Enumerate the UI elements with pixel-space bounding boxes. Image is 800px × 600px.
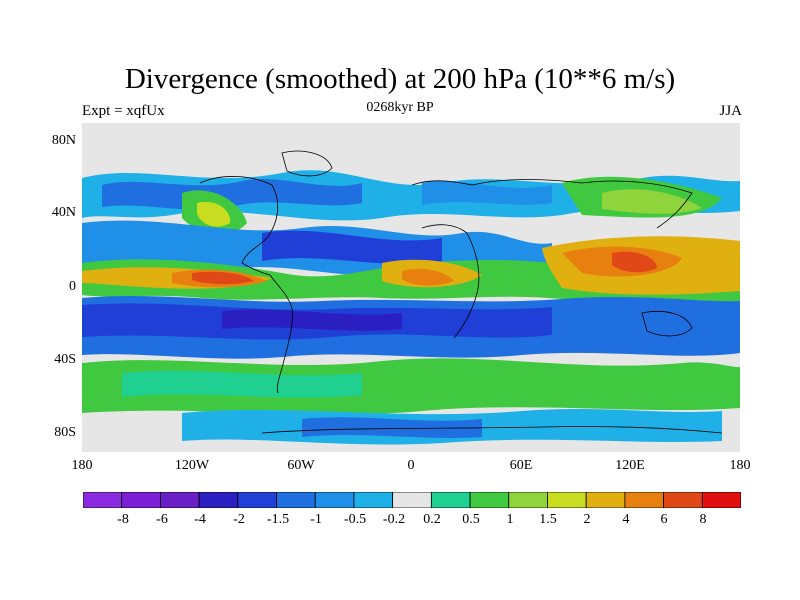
plot-title: Divergence (smoothed) at 200 hPa (10**6 …: [124, 63, 676, 95]
colorbar-label: 2: [583, 512, 591, 527]
divergence-map: [82, 123, 740, 452]
colorbar-swatch: [430, 492, 471, 508]
colorbar-swatch: [121, 492, 161, 508]
colorbar-label: -0.2: [382, 512, 406, 527]
colorbar-label: -0.5: [343, 512, 367, 527]
colorbar-swatch: [314, 492, 355, 508]
lon-label: 120W: [174, 458, 210, 473]
colorbar-swatch: [392, 492, 432, 508]
colorbar: [83, 492, 741, 508]
lon-label: 0: [407, 458, 415, 473]
colorbar-swatch: [547, 492, 587, 508]
colorbar-swatch: [83, 492, 123, 508]
colorbar-swatch: [624, 492, 664, 508]
colorbar-swatch: [663, 492, 703, 508]
colorbar-label: 0.5: [462, 512, 480, 527]
lon-label: 120E: [615, 458, 645, 473]
colorbar-label: -2: [233, 512, 245, 527]
colorbar-label: -1: [310, 512, 322, 527]
lat-label: 0: [69, 279, 76, 294]
colorbar-label: 8: [699, 512, 707, 527]
colorbar-label: -6: [156, 512, 168, 527]
colorbar-swatch: [469, 492, 510, 508]
season-label: JJA: [719, 103, 742, 119]
colorbar-swatch: [353, 492, 394, 508]
colorbar-label: 4: [622, 512, 630, 527]
lon-label: 180: [71, 458, 93, 473]
colorbar-swatch: [585, 492, 626, 508]
lon-label: 60W: [287, 458, 315, 473]
colorbar-label: -4: [194, 512, 206, 527]
time-label: 0268kyr BP: [366, 100, 434, 115]
coastlines: [199, 150, 723, 434]
colorbar-swatch: [508, 492, 548, 508]
colorbar-label: 1: [506, 512, 514, 527]
contour-fills: [82, 170, 740, 445]
colorbar-swatch: [160, 492, 200, 508]
colorbar-label: 1.5: [539, 512, 557, 527]
colorbar-swatch: [276, 492, 316, 508]
lat-label: 40N: [51, 205, 76, 220]
colorbar-swatch: [237, 492, 277, 508]
colorbar-label: -8: [117, 512, 129, 527]
experiment-label: Expt = xqfUx: [82, 103, 165, 119]
lon-label: 180: [729, 458, 751, 473]
colorbar-label: 6: [660, 512, 668, 527]
colorbar-label: 0.2: [423, 512, 441, 527]
lon-label: 60E: [509, 458, 533, 473]
colorbar-swatch: [701, 492, 741, 508]
lat-label: 80S: [54, 425, 76, 440]
colorbar-label: -1.5: [266, 512, 290, 527]
lat-label: 80N: [51, 133, 76, 148]
lat-label: 40S: [54, 352, 76, 367]
colorbar-swatch: [198, 492, 239, 508]
